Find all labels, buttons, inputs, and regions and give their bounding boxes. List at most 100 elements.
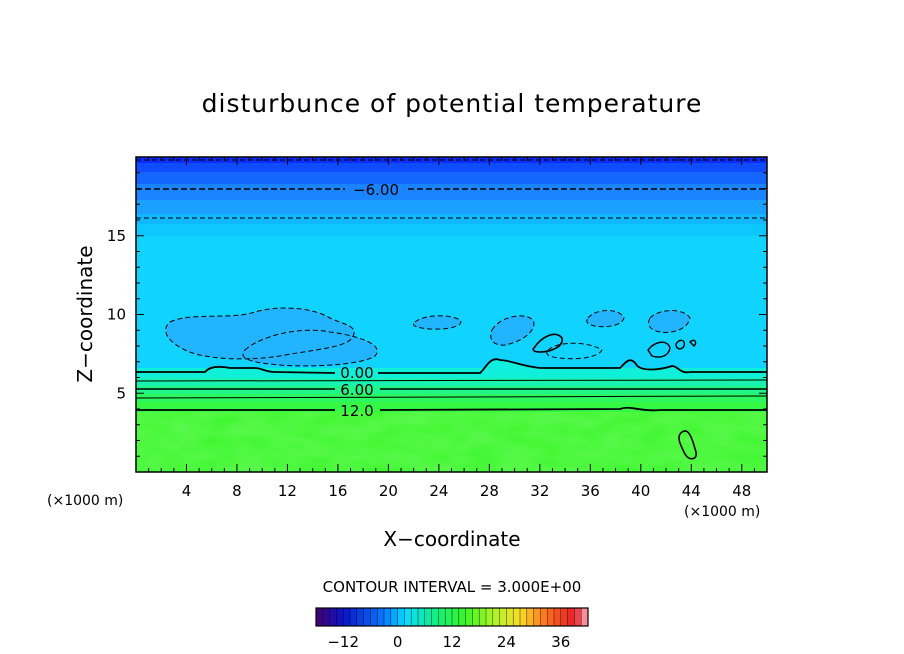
contour-blob-5 (546, 342, 603, 360)
y-axis-label: Z−coordinate (73, 245, 97, 382)
x-unit-label-right: (×1000 m) (684, 504, 760, 520)
colorbar-cell (554, 608, 562, 626)
colorbar-tick-label: 24 (497, 633, 516, 651)
x-tick-label: 40 (631, 482, 650, 500)
contour-blob-2 (242, 329, 378, 367)
colorbar-cell (560, 608, 568, 626)
contour-islands-right (647, 339, 697, 358)
colorbar-cell (336, 608, 344, 626)
colorbar-tick-label: 36 (551, 633, 570, 651)
x-axis: 4 8 12 16 20 24 28 32 36 40 44 48 (148, 157, 755, 500)
colorbar-cell (438, 608, 446, 626)
x-tick-label: 8 (232, 482, 242, 500)
contour-label-twelve: 12.0 (340, 402, 373, 420)
cool-blob (648, 310, 690, 333)
colorbar-cell (343, 608, 351, 626)
colorbar-cell (458, 608, 466, 626)
fill-band (136, 386, 767, 394)
cool-blob (413, 315, 461, 330)
colorbar-cell (506, 608, 514, 626)
fill-band (136, 402, 767, 412)
colorbar-cell (316, 608, 324, 626)
x-tick-label: 32 (530, 482, 549, 500)
contour-lower-right (678, 430, 698, 460)
x-tick-label: 20 (379, 482, 398, 500)
colorbar-cell (445, 608, 453, 626)
colorbar-cell (411, 608, 419, 626)
texture (136, 412, 767, 472)
fill-band (136, 200, 767, 214)
contour-labels: −6.00 0.00 6.00 12.0 (340, 181, 399, 420)
colorbar-cell (472, 608, 480, 626)
colorbar-tick-label: 12 (442, 633, 461, 651)
colorbar-cell (370, 608, 378, 626)
contour-label-minus6: −6.00 (353, 181, 399, 199)
contours (136, 159, 767, 460)
colorbar-cell (397, 608, 405, 626)
colorbar-cell (479, 608, 487, 626)
cool-blob (242, 330, 378, 366)
y-tick-label: 5 (116, 384, 126, 402)
colorbar-cell (526, 608, 534, 626)
colorbar-cell (322, 608, 330, 626)
x-tick-label: 12 (278, 482, 297, 500)
colorbar-cell (581, 608, 589, 626)
x-tick-label: 4 (182, 482, 192, 500)
colorbar-cell (384, 608, 392, 626)
warm-bump (480, 359, 540, 374)
colorbar-tick-label: −12 (327, 633, 359, 651)
colorbar-cell (431, 608, 439, 626)
contour-twelve (136, 406, 767, 412)
colorbar (315, 607, 589, 627)
contour-label-zero: 0.00 (340, 364, 373, 382)
y-axis: 5 10 15 (107, 172, 767, 457)
y-tick-label: 10 (107, 306, 126, 324)
y-tick-label: 15 (107, 227, 126, 245)
colorbar-cell (404, 608, 412, 626)
colorbar-cell (377, 608, 385, 626)
cool-blob (586, 310, 624, 327)
fill-band (136, 184, 767, 200)
colorbar-ticks: −12 0 12 24 36 (327, 633, 570, 651)
colorbar-frame (315, 607, 589, 627)
colorbar-cell (350, 608, 358, 626)
x-tick-label: 24 (429, 482, 448, 500)
colorbar-cell (418, 608, 426, 626)
chart-title: disturbunce of potential temperature (202, 89, 703, 118)
contour-line-3 (136, 379, 767, 382)
colorbar-cell (540, 608, 548, 626)
fill-band (136, 214, 767, 224)
contour-small-island (532, 333, 563, 353)
colorbar-cell (547, 608, 555, 626)
fill-band (136, 172, 767, 184)
colorbar-cell (390, 608, 398, 626)
colorbar-cell (533, 608, 541, 626)
x-tick-label: 36 (581, 482, 600, 500)
colorbar-cell (499, 608, 507, 626)
colorbar-cell (520, 608, 528, 626)
colorbar-cell (424, 608, 432, 626)
x-tick-label: 48 (732, 482, 751, 500)
contour-blob-3 (413, 315, 462, 330)
x-unit-label-left: (×1000 m) (47, 493, 123, 509)
colorbar-cell (574, 608, 582, 626)
contour-blob-7 (647, 310, 691, 333)
colorbar-cell (567, 608, 575, 626)
contour-interval-note: CONTOUR INTERVAL = 3.000E+00 (323, 578, 582, 596)
fill-band (136, 378, 767, 386)
colorbar-cell (486, 608, 494, 626)
fill-band (136, 394, 767, 402)
x-tick-label: 16 (328, 482, 347, 500)
colorbar-cell (492, 608, 500, 626)
colorbar-cell (513, 608, 521, 626)
colorbar-cell (356, 608, 364, 626)
colorbar-cell (452, 608, 460, 626)
colorbar-cell (329, 608, 337, 626)
contour-zero (136, 358, 767, 374)
colorbar-cell (465, 608, 473, 626)
plot-fill (136, 157, 767, 472)
fill-band (136, 163, 767, 172)
contour-label-six: 6.00 (340, 381, 373, 399)
contour-blob-1 (165, 307, 355, 360)
